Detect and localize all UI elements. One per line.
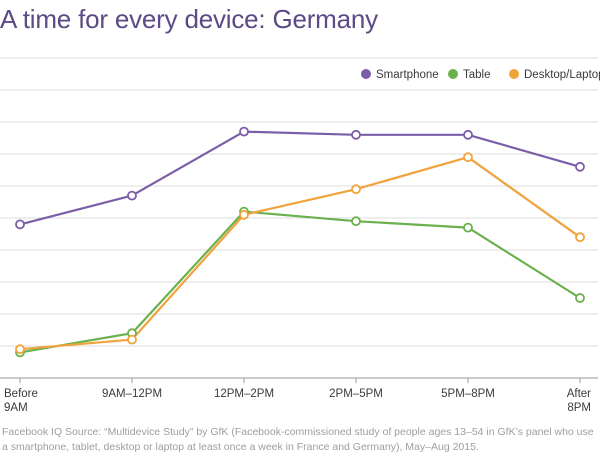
x-tick-label: 5PM–8PM (441, 388, 495, 400)
legend-marker-desktop-laptop (509, 69, 519, 79)
data-point-table (463, 222, 473, 233)
data-point-desktop-laptop (351, 184, 361, 195)
data-point-smartphone (575, 161, 585, 172)
series-line-desktop-laptop (19, 156, 581, 351)
data-point-desktop-laptop (239, 209, 249, 220)
data-point-table (351, 216, 361, 227)
x-tick-label: 2PM–5PM (329, 388, 383, 400)
data-point-smartphone (127, 190, 137, 201)
x-tick-label: 9AM–12PM (102, 388, 162, 400)
data-point-desktop-laptop (463, 152, 473, 163)
x-tick-label: After 8PM (567, 388, 591, 414)
data-point-desktop-laptop (575, 232, 585, 243)
x-axis (0, 377, 598, 383)
source-footnote: Facebook IQ Source: “Multidevice Study” … (2, 426, 594, 453)
data-point-desktop-laptop (15, 344, 25, 355)
legend-marker-smartphone (361, 69, 371, 79)
series-line-table (19, 210, 581, 354)
legend-label-desktop-laptop: Desktop/Laptop (524, 69, 600, 81)
chart-title: A time for every device: Germany (0, 4, 378, 34)
line-chart: Before 9AM 9AM–12PM 12PM–2PM 2PM–5PM 5PM–8PM A… (0, 57, 600, 414)
legend-label-table: Table (463, 69, 491, 81)
x-tick-label: 12PM–2PM (214, 388, 274, 400)
series-line-smartphone (19, 130, 581, 226)
legend-label-smartphone: Smartphone (376, 69, 439, 81)
x-tick-labels: Before 9AM 9AM–12PM 12PM–2PM 2PM–5PM 5PM–8PM A… (4, 388, 591, 414)
series-points (15, 126, 585, 358)
legend-marker-table (448, 69, 458, 79)
data-point-smartphone (239, 126, 249, 137)
data-point-smartphone (15, 219, 25, 230)
gridlines (0, 57, 598, 347)
x-tick-label: Before 9AM (4, 388, 38, 414)
data-point-smartphone (351, 129, 361, 140)
data-point-smartphone (463, 129, 473, 140)
data-point-table (575, 293, 585, 303)
data-point-desktop-laptop (127, 334, 137, 345)
series-lines (19, 130, 581, 354)
legend: Smartphone Table Desktop/Laptop (361, 69, 600, 81)
